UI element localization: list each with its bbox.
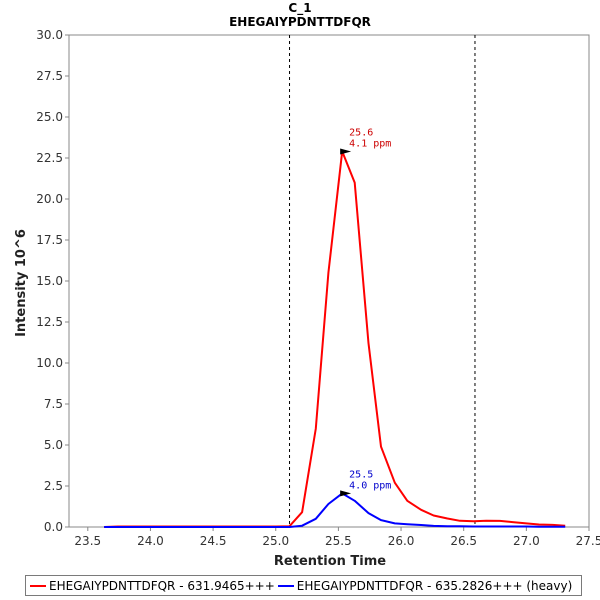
- peak-rt-label: 25.5: [349, 469, 373, 480]
- legend: EHEGAIYPDNTTDFQR - 631.9465+++ EHEGAIYPD…: [25, 575, 582, 596]
- y-axis: 0.0 2.5 5.0 7.5 10.0 12.5 15.0 17.5 20.0 22.5 25.0…: [36, 28, 69, 534]
- x-axis-label: Retention Time: [274, 554, 386, 569]
- series-group: [104, 150, 566, 528]
- chart: C_1 EHEGAIYPDNTTDFQR 0.0 2.5 5.0 7.5 10.0 12.…: [14, 1, 600, 569]
- y-tick-label: 20.0: [36, 192, 63, 206]
- y-tick-label: 5.0: [44, 438, 63, 452]
- peak-ppm-label: 4.1 ppm: [349, 138, 391, 149]
- peak-ppm-label: 4.0 ppm: [349, 480, 391, 491]
- x-tick-label: 26.5: [450, 534, 477, 548]
- x-tick-label: 24.5: [200, 534, 227, 548]
- chart-title: C_1: [288, 1, 311, 16]
- x-tick-label: 23.5: [74, 534, 101, 548]
- x-tick-label: 27.5: [576, 534, 600, 548]
- x-tick-label: 26.0: [388, 534, 415, 548]
- y-tick-label: 10.0: [36, 356, 63, 370]
- series-line-heavy: [104, 492, 566, 528]
- y-axis-label: Intensity 10^6: [14, 229, 29, 337]
- legend-swatch-red: [30, 584, 46, 587]
- plot-area: [68, 34, 590, 528]
- x-tick-label: 27.0: [513, 534, 540, 548]
- legend-label-light: EHEGAIYPDNTTDFQR - 631.9465+++: [49, 578, 275, 593]
- x-tick-label: 25.5: [325, 534, 352, 548]
- legend-item-heavy[interactable]: EHEGAIYPDNTTDFQR - 635.2826+++ (heavy): [277, 578, 573, 593]
- peak-marker: [340, 148, 352, 155]
- integration-boundaries: [289, 35, 476, 527]
- y-tick-label: 25.0: [36, 110, 63, 124]
- peak-rt-label: 25.6: [349, 127, 373, 138]
- x-tick-label: 24.0: [137, 534, 164, 548]
- y-tick-label: 22.5: [36, 151, 63, 165]
- x-axis: 23.5 24.0 24.5 25.0 25.5 26.0 26.5 27.0 27.5: [74, 527, 600, 548]
- y-tick-label: 15.0: [36, 274, 63, 288]
- legend-swatch-blue: [277, 584, 294, 587]
- legend-label-heavy: EHEGAIYPDNTTDFQR - 635.2826+++ (heavy): [296, 578, 573, 593]
- y-tick-label: 12.5: [36, 315, 63, 329]
- legend-item-light[interactable]: EHEGAIYPDNTTDFQR - 631.9465+++: [30, 579, 275, 593]
- y-tick-label: 30.0: [36, 28, 63, 42]
- y-tick-label: 2.5: [44, 479, 63, 493]
- peak-marker: [340, 490, 352, 497]
- y-tick-label: 17.5: [36, 233, 63, 247]
- peak-annotations: 25.64.1 ppm 25.54.0 ppm: [340, 127, 391, 497]
- y-tick-label: 0.0: [44, 520, 63, 534]
- y-tick-label: 27.5: [36, 69, 63, 83]
- x-tick-label: 25.0: [262, 534, 289, 548]
- y-tick-label: 7.5: [44, 397, 63, 411]
- chart-subtitle: EHEGAIYPDNTTDFQR: [229, 15, 371, 29]
